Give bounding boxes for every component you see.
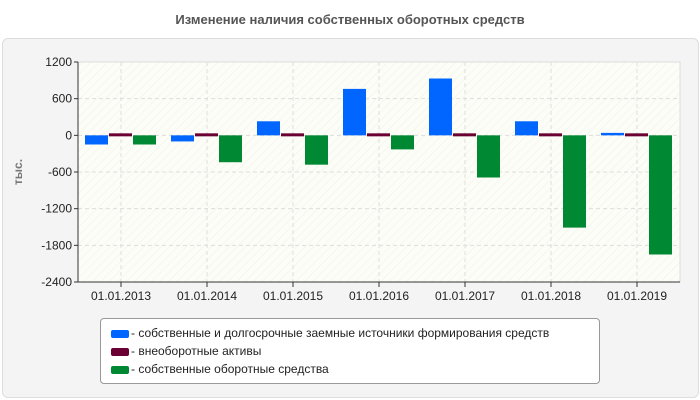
x-tick-label: 01.01.2014 [177,289,237,303]
bar-2 [453,133,476,137]
legend-swatch [111,365,129,374]
bar-3 [133,135,156,145]
bar-3 [649,135,672,255]
bar-1 [515,121,538,136]
bar-2 [109,133,132,137]
legend-label: - внеоборотные активы [131,344,262,358]
bar-1 [601,132,624,136]
legend-item[interactable]: - внеоборотные активы [111,343,261,359]
bar-2 [281,133,304,137]
bar-2 [625,133,648,137]
bar-3 [305,135,328,165]
x-tick-label: 01.01.2017 [435,289,495,303]
y-tick-label: -1800 [41,238,72,252]
x-tick-label: 01.01.2018 [521,289,581,303]
bar-3 [391,135,414,150]
y-axis-label: тыс. [11,159,25,185]
bar-3 [219,135,242,163]
x-tick-label: 01.01.2013 [91,289,151,303]
bar-1 [171,135,194,142]
x-tick-label: 01.01.2015 [263,289,323,303]
bar-2 [539,133,562,137]
legend-label: - собственные и долгосрочные заемные ист… [131,326,550,340]
bar-2 [367,133,390,137]
bar-3 [563,135,586,228]
bar-2 [195,133,218,137]
legend-item[interactable]: - собственные и долгосрочные заемные ист… [111,325,549,341]
chart-title: Изменение наличия собственных оборотных … [175,12,525,27]
bar-1 [85,135,108,145]
y-tick-label: 1200 [45,55,72,69]
legend-item[interactable]: - собственные оборотные средства [111,361,329,377]
y-tick-label: 0 [65,128,72,142]
x-tick-label: 01.01.2019 [607,289,667,303]
bar-1 [429,78,452,136]
x-tick-label: 01.01.2016 [349,289,409,303]
legend-label: - собственные оборотные средства [131,362,329,376]
y-tick-label: -2400 [41,275,72,289]
y-tick-label: 600 [52,92,72,106]
bar-3 [477,135,500,178]
bar-1 [343,88,366,136]
bar-chart: 1200 600 0 -600 -1200 -1800 -2400 01.01.2013 01.… [11,55,681,303]
y-tick-label: -1200 [41,202,72,216]
bar-1 [257,121,280,136]
legend: - собственные и долгосрочные заемные ист… [100,318,600,384]
legend-swatch [111,329,129,338]
legend-swatch [111,347,129,356]
y-tick-label: -600 [48,165,72,179]
